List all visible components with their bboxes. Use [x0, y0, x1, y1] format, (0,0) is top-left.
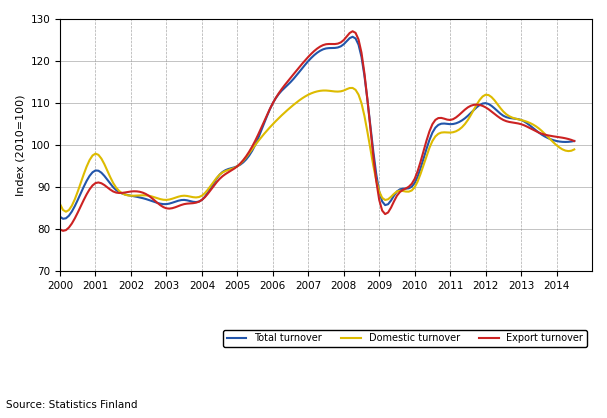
Domestic turnover — [101, 162, 108, 167]
Export turnover — [59, 228, 67, 233]
Total turnover — [207, 186, 214, 191]
Export turnover — [399, 187, 407, 192]
Line: Total turnover: Total turnover — [60, 37, 574, 219]
Domestic turnover — [207, 183, 214, 188]
Total turnover — [101, 173, 108, 178]
Domestic turnover — [444, 130, 451, 135]
Text: Source: Statistics Finland: Source: Statistics Finland — [6, 400, 138, 410]
Domestic turnover — [571, 147, 578, 152]
Total turnover — [444, 121, 451, 126]
Total turnover — [399, 186, 407, 191]
Total turnover — [349, 34, 356, 39]
Domestic turnover — [240, 158, 247, 163]
Total turnover — [56, 214, 64, 219]
Total turnover — [240, 160, 247, 165]
Total turnover — [571, 138, 578, 143]
Export turnover — [349, 29, 356, 34]
Export turnover — [207, 187, 214, 192]
Total turnover — [59, 216, 67, 221]
Export turnover — [444, 117, 451, 122]
Domestic turnover — [349, 85, 356, 90]
Y-axis label: Index (2010=100): Index (2010=100) — [15, 94, 25, 196]
Export turnover — [571, 138, 578, 143]
Domestic turnover — [56, 201, 64, 206]
Domestic turnover — [497, 105, 504, 110]
Total turnover — [497, 111, 504, 116]
Export turnover — [56, 227, 64, 232]
Line: Export turnover: Export turnover — [60, 31, 574, 231]
Export turnover — [101, 183, 108, 188]
Export turnover — [240, 158, 247, 163]
Domestic turnover — [399, 189, 407, 194]
Export turnover — [497, 116, 504, 121]
Domestic turnover — [63, 209, 70, 214]
Legend: Total turnover, Domestic turnover, Export turnover: Total turnover, Domestic turnover, Expor… — [223, 329, 587, 347]
Line: Domestic turnover: Domestic turnover — [60, 88, 574, 212]
